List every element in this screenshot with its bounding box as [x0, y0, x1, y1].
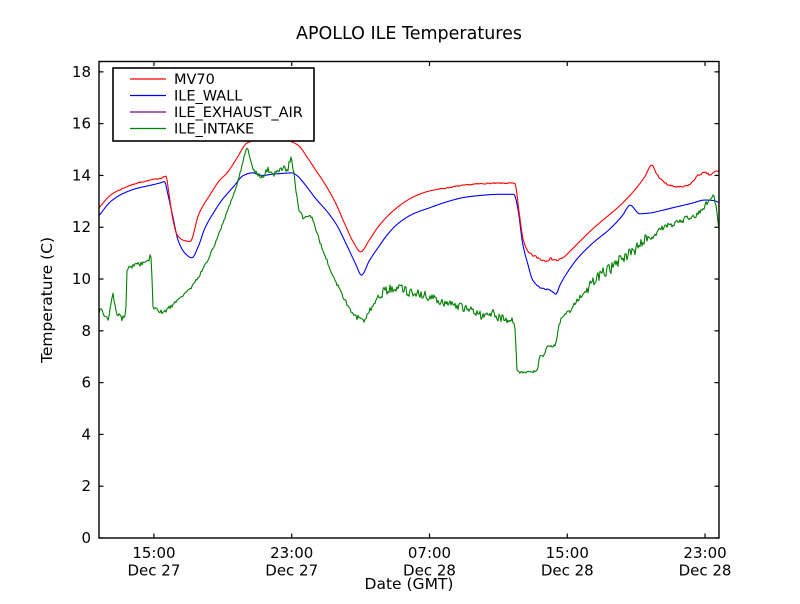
legend-label-ILE_INTAKE: ILE_INTAKE — [174, 122, 254, 138]
x-tick-label-date: Dec 27 — [265, 562, 318, 580]
x-tick-label-time: 23:00 — [270, 544, 313, 562]
series-line-ILE_INTAKE — [99, 147, 719, 374]
legend-entry: ILE_EXHAUST_AIR — [130, 105, 303, 121]
y-tick-label: 12 — [72, 218, 91, 236]
y-tick-label: 14 — [72, 166, 91, 184]
x-tick-label-time: 07:00 — [408, 544, 451, 562]
y-tick-label: 8 — [81, 322, 91, 340]
legend-entry: ILE_WALL — [130, 89, 242, 105]
x-axis-label: Date (GMT) — [365, 575, 454, 593]
x-tick-label-time: 15:00 — [132, 544, 175, 562]
series-line-ILE_WALL — [99, 172, 719, 295]
legend-label-ILE_WALL: ILE_WALL — [174, 89, 242, 105]
x-tick-label-date: Dec 28 — [679, 562, 732, 580]
legend-entry: MV70 — [130, 72, 215, 88]
legend-label-MV70: MV70 — [174, 72, 215, 88]
y-tick-label: 6 — [81, 374, 91, 392]
y-tick-label: 18 — [72, 63, 91, 81]
plot-frame — [98, 60, 720, 539]
x-tick-label-time: 23:00 — [683, 544, 726, 562]
y-tick-label: 16 — [72, 115, 91, 133]
legend-label-ILE_EXHAUST_AIR: ILE_EXHAUST_AIR — [174, 105, 303, 121]
y-tick-label: 10 — [72, 270, 91, 288]
x-tick-label-date: Dec 28 — [403, 562, 456, 580]
y-tick-label: 0 — [81, 529, 91, 547]
legend-entry: ILE_INTAKE — [130, 122, 254, 138]
x-tick-label-time: 15:00 — [546, 544, 589, 562]
y-tick-label: 4 — [81, 425, 91, 443]
series-line-MV70 — [99, 137, 719, 263]
chart-title: APOLLO ILE Temperatures — [296, 24, 522, 44]
y-axis-label: Temperature (C) — [38, 237, 56, 364]
y-tick-label: 2 — [81, 477, 91, 495]
x-tick-label-date: Dec 27 — [127, 562, 180, 580]
curves — [99, 137, 719, 374]
x-tick-label-date: Dec 28 — [541, 562, 594, 580]
